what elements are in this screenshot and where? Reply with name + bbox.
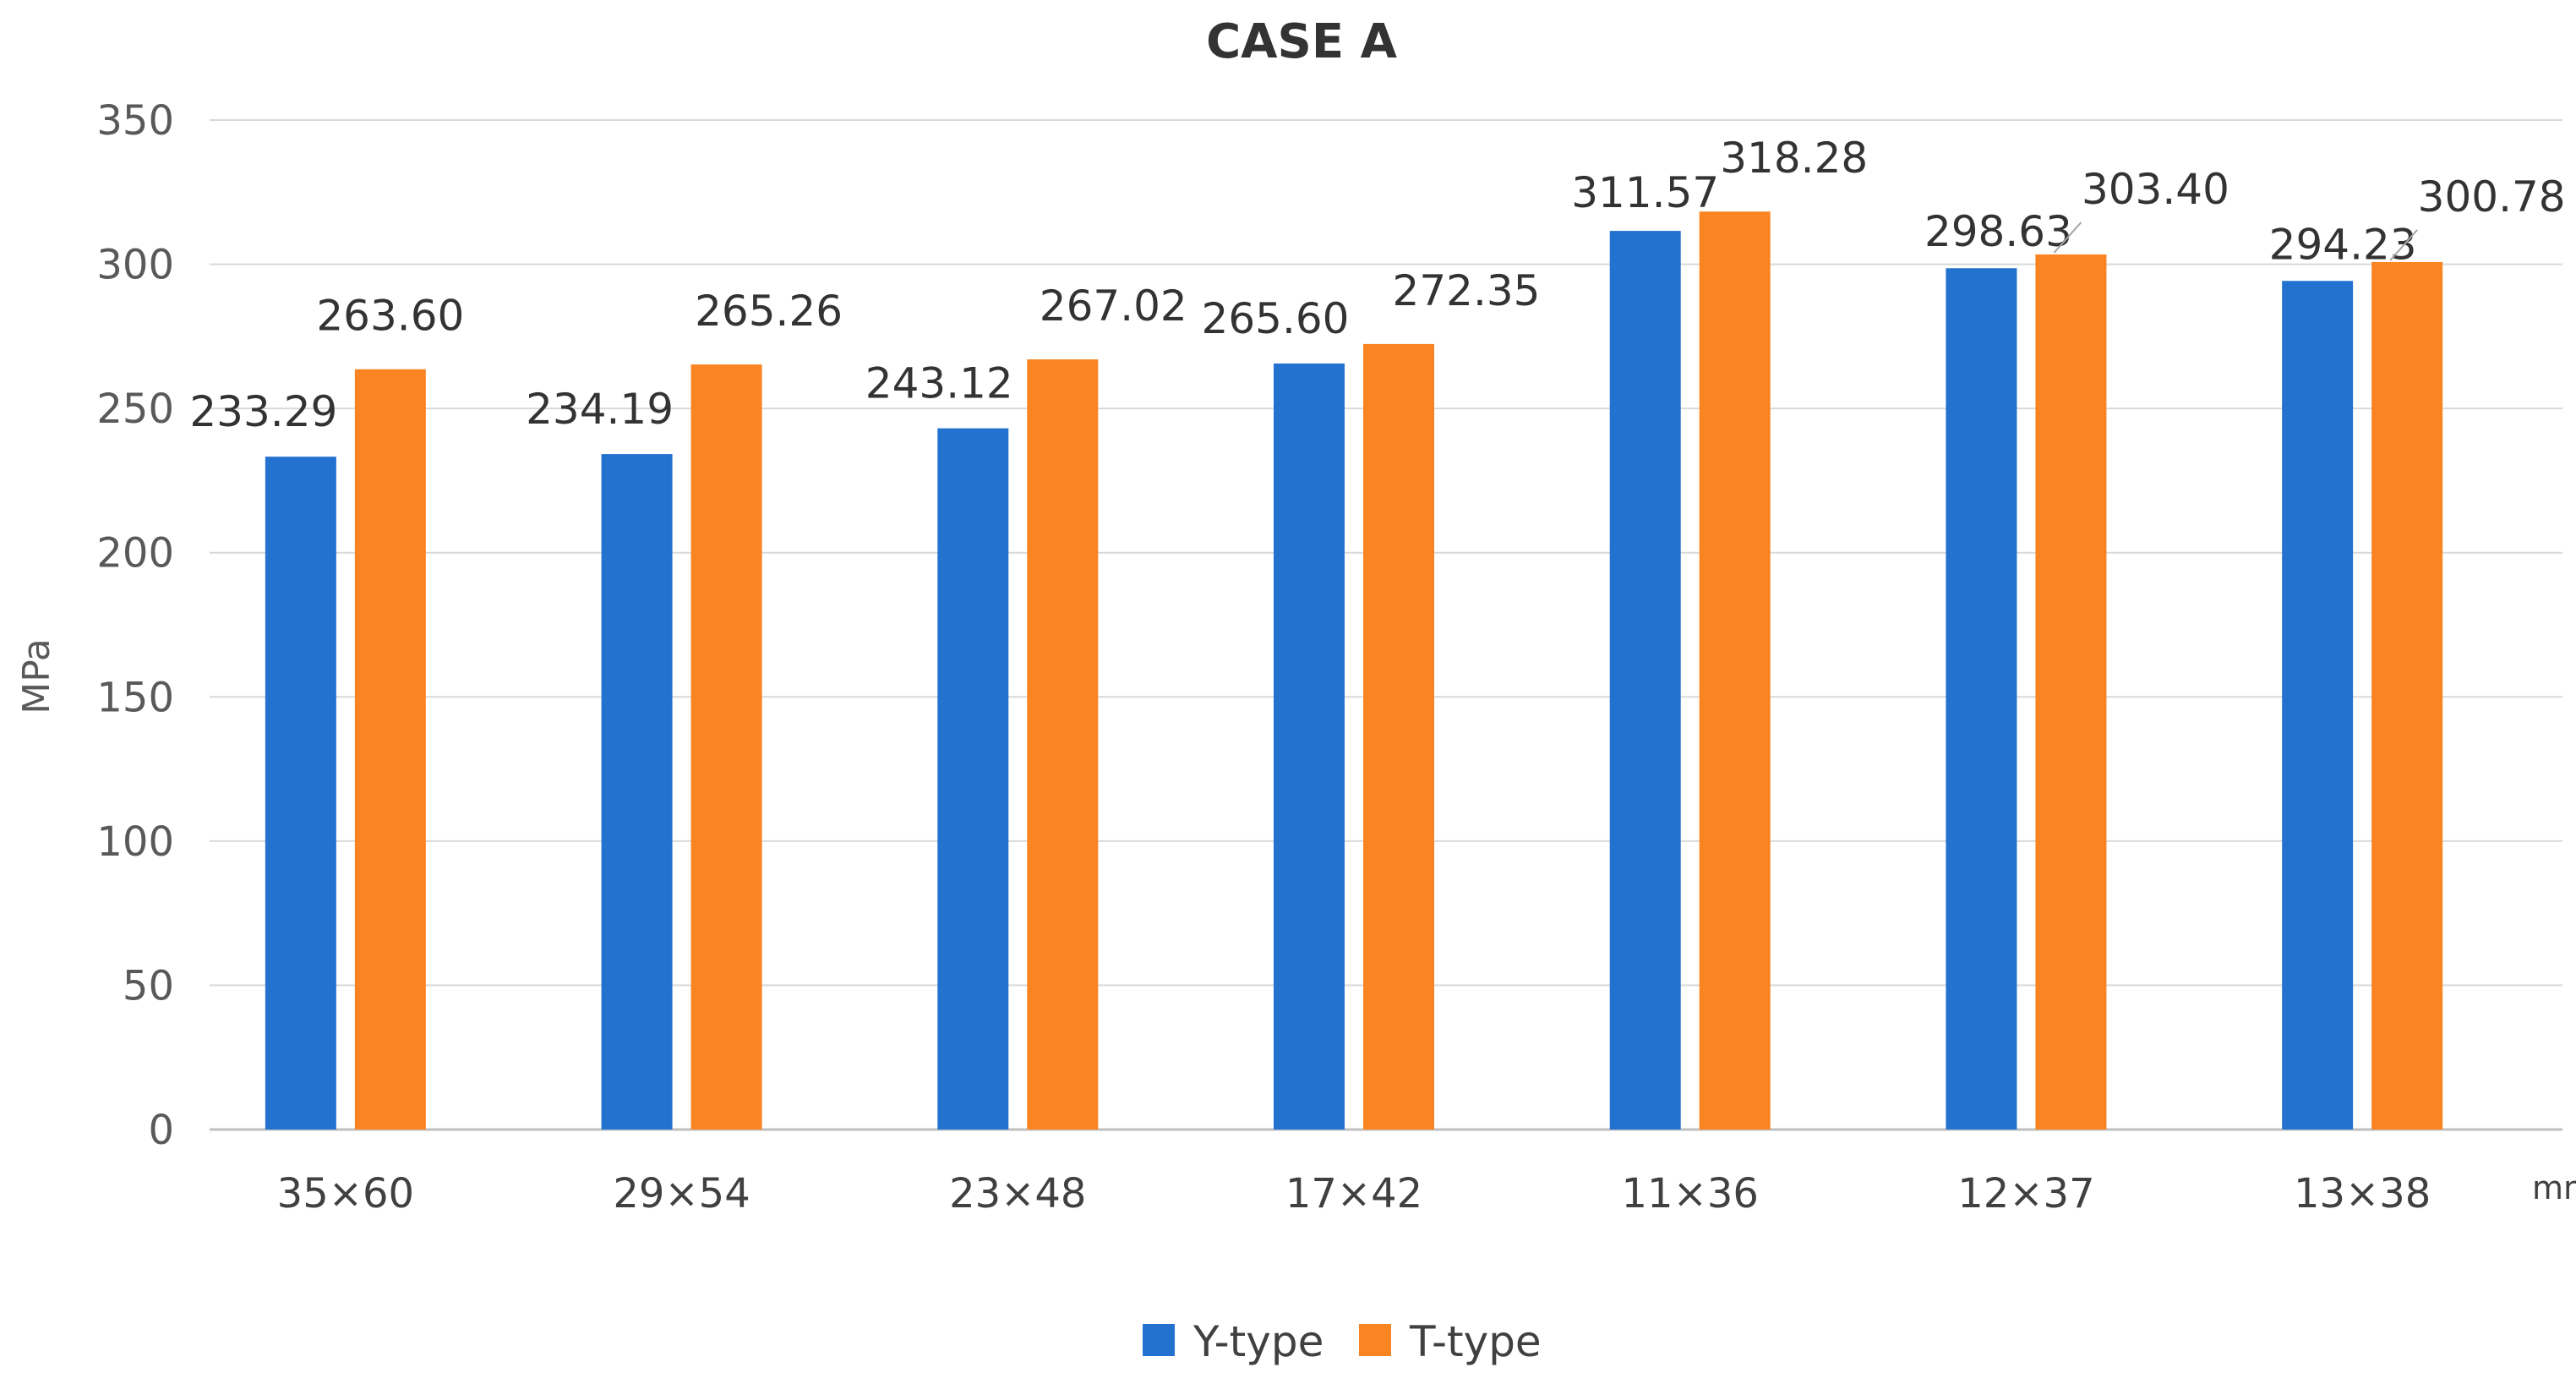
y-type-bar: [937, 428, 1009, 1130]
t-type-bar: [1699, 211, 1771, 1130]
x-axis-categories: 35×60 29×54 23×48 17×42 11×36 12×37 13×38: [277, 1170, 2431, 1217]
data-labels: 233.29 263.60 234.19 265.26 243.12 267.02 265.…: [189, 134, 2565, 436]
t-type-bar: [2371, 261, 2443, 1130]
t-type-bar: [690, 364, 762, 1130]
x-category-label: 17×42: [1285, 1170, 1422, 1217]
label-leader-line: [2053, 222, 2082, 254]
t-type-bar: [2035, 254, 2107, 1130]
t-type-value-label: 272.35: [1393, 266, 1541, 315]
y-type-value-label: 243.12: [865, 359, 1013, 408]
x-category-label: 29×54: [613, 1170, 750, 1217]
t-type-value-label: 318.28: [1720, 134, 1868, 183]
y-tick-label: 0: [148, 1107, 174, 1154]
y-type-value-label: 265.60: [1202, 294, 1350, 343]
y-axis-label: MPa: [15, 638, 58, 714]
y-type-bar: [1946, 268, 2017, 1130]
t-type-value-label: 265.26: [695, 287, 843, 336]
y-axis-ticks: 0 50 100 150 200 250 300 350: [96, 97, 174, 1154]
y-type-value-label: 294.23: [2269, 220, 2417, 269]
x-category-label: 11×36: [1622, 1170, 1759, 1217]
x-axis-unit: mm: [2532, 1169, 2576, 1206]
y-tick-label: 200: [96, 530, 174, 577]
y-tick-label: 350: [96, 97, 174, 145]
y-tick-label: 50: [123, 962, 174, 1009]
t-type-value-label: 263.60: [316, 292, 464, 341]
t-type-bar: [1363, 343, 1434, 1130]
y-type-bar: [601, 454, 673, 1130]
x-category-label: 23×48: [949, 1170, 1086, 1217]
x-category-label: 35×60: [277, 1170, 414, 1217]
t-type-value-label: 303.40: [2082, 165, 2229, 214]
y-type-value-label: 234.19: [526, 385, 674, 434]
y-type-bar: [265, 457, 336, 1130]
bars: [265, 211, 2443, 1130]
x-category-label: 12×37: [1957, 1170, 2094, 1217]
y-type-value-label: 311.57: [1571, 168, 1719, 217]
legend: Y-type T-type: [1143, 1317, 1542, 1366]
y-tick-label: 300: [96, 242, 174, 289]
y-tick-label: 250: [96, 386, 174, 433]
t-type-bar: [1027, 359, 1099, 1130]
t-type-legend-label: T-type: [1409, 1317, 1542, 1366]
t-type-value-label: 267.02: [1040, 282, 1187, 331]
label-leader-line: [2389, 229, 2418, 261]
y-type-bar: [1274, 363, 1345, 1130]
y-tick-label: 150: [96, 674, 174, 721]
y-type-legend-swatch: [1143, 1324, 1175, 1356]
y-type-bar: [2282, 281, 2354, 1130]
t-type-bar: [354, 369, 426, 1130]
y-type-legend-label: Y-type: [1192, 1317, 1323, 1366]
chart-title: CASE A: [1206, 14, 1398, 69]
y-type-value-label: 233.29: [189, 387, 337, 436]
y-tick-label: 100: [96, 818, 174, 866]
y-type-bar: [1609, 231, 1681, 1130]
t-type-legend-swatch: [1359, 1324, 1391, 1356]
x-category-label: 13×38: [2294, 1170, 2431, 1217]
y-type-value-label: 298.63: [1924, 207, 2072, 256]
t-type-value-label: 300.78: [2418, 172, 2566, 222]
